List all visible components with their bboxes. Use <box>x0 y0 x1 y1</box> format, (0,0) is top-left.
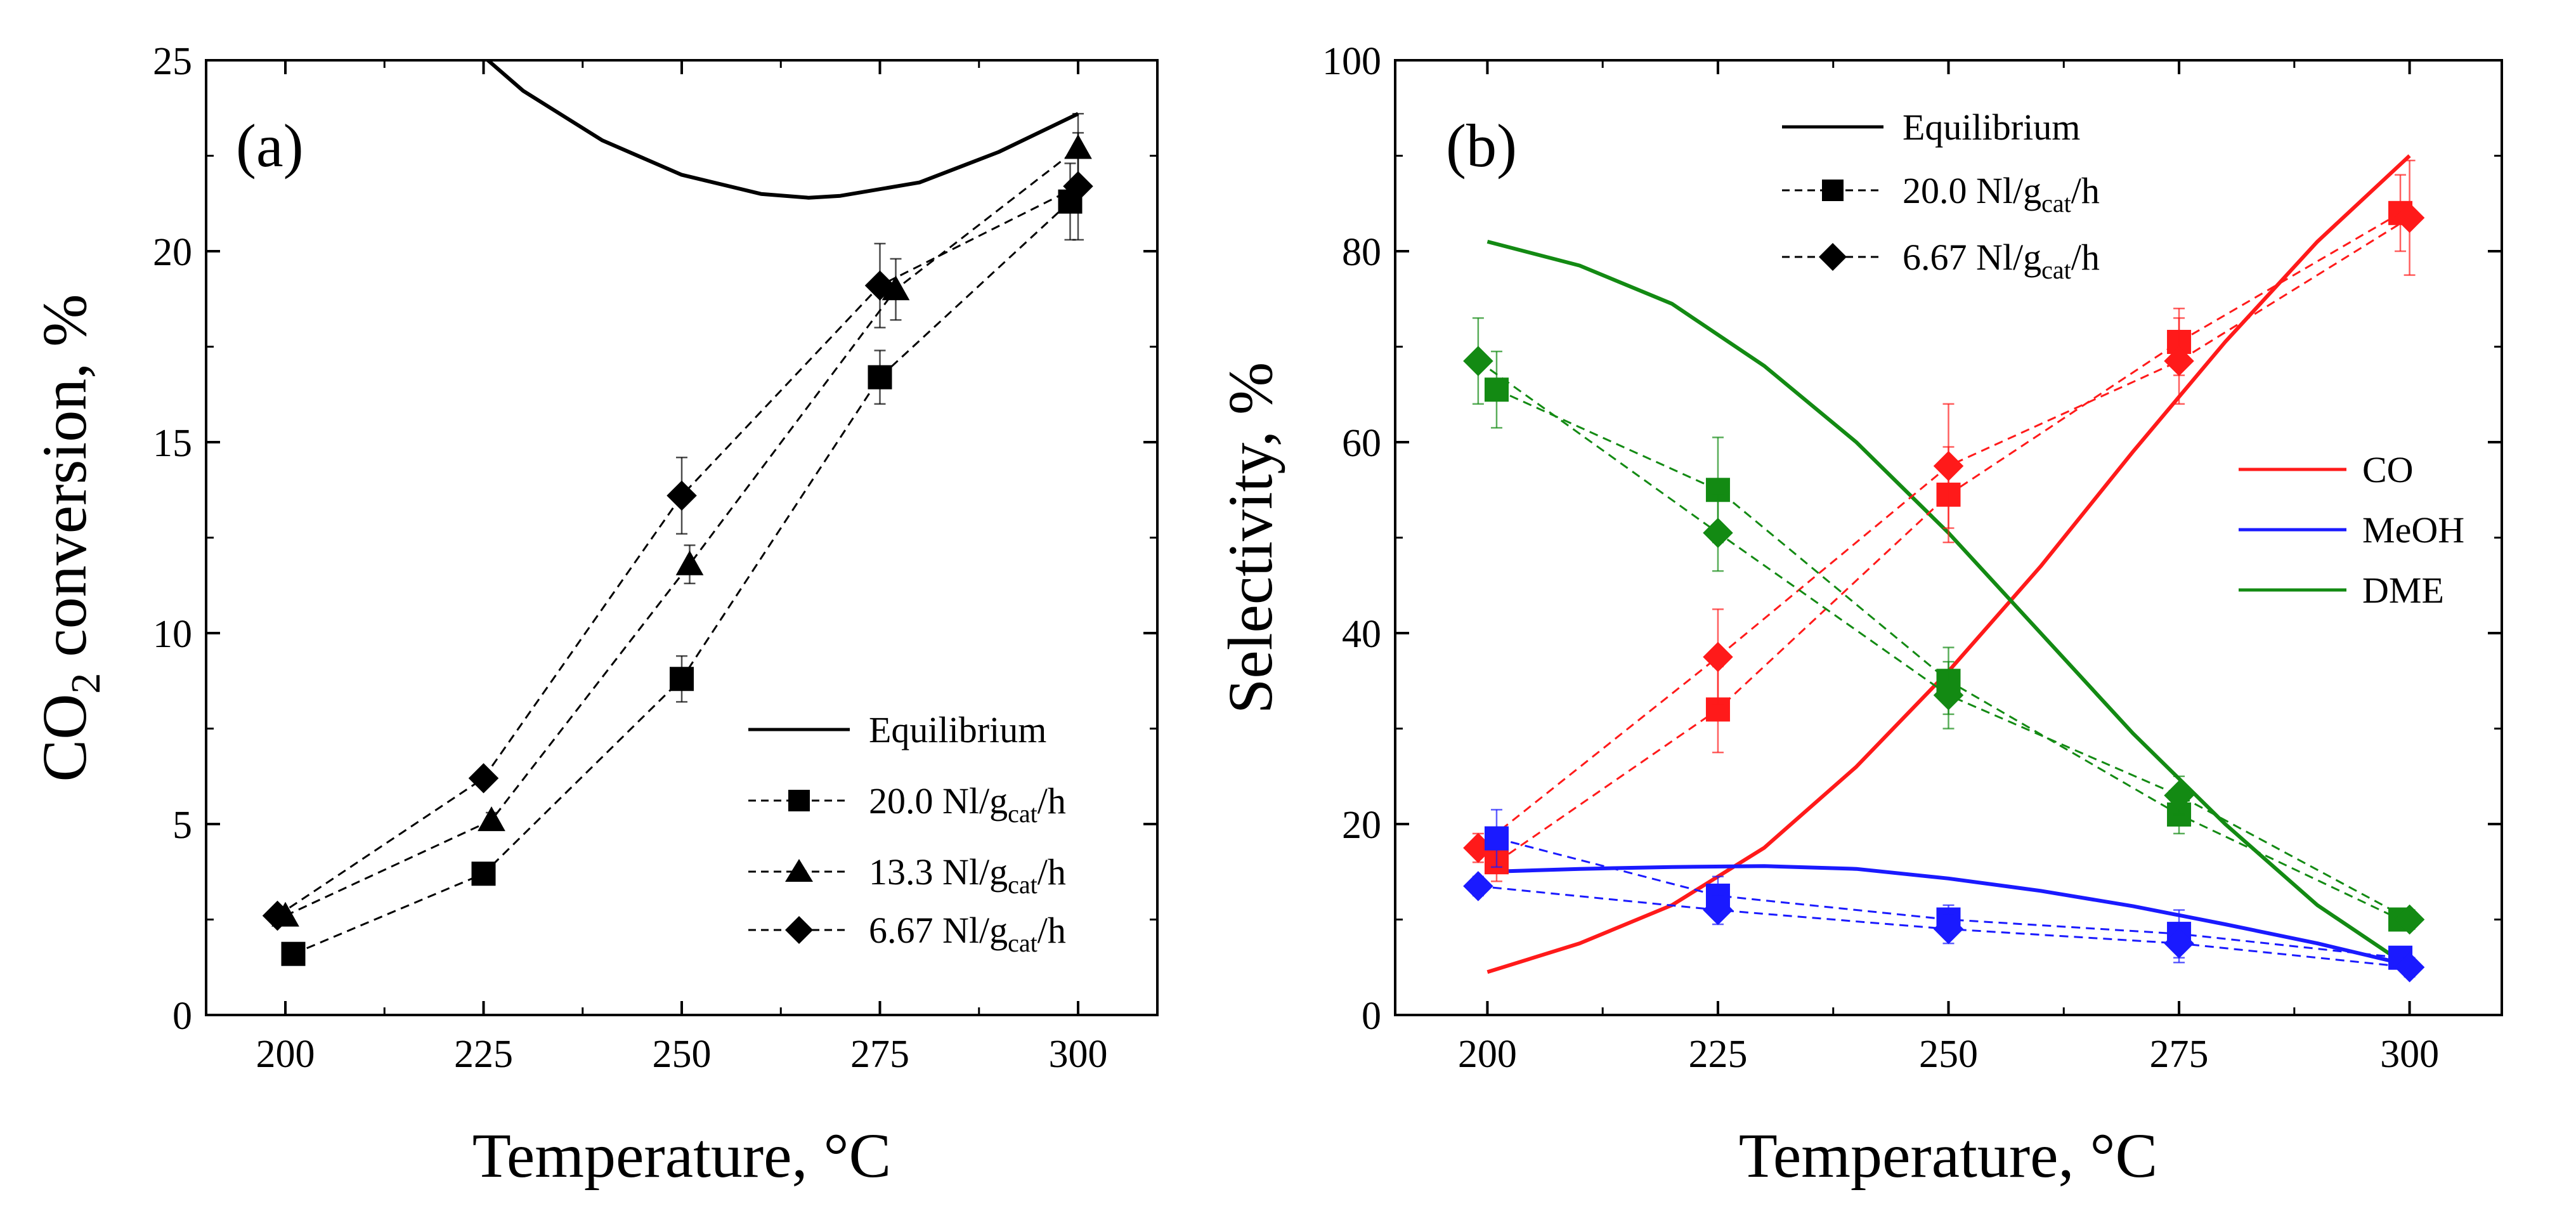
legend-b-dme-label: DME <box>2362 570 2444 611</box>
panel-b-plot <box>1463 154 2425 983</box>
legend-a-square-marker <box>788 790 810 811</box>
panel-b-data-point-diamond <box>1463 871 1493 901</box>
panel-a-data-point-square <box>670 667 694 691</box>
panel-b-ytick-label: 80 <box>1342 231 1381 274</box>
panel-a-data-point-square <box>868 365 892 390</box>
panel-b-data-point-square <box>1484 377 1509 402</box>
panel-a-plot <box>262 60 1093 966</box>
panel-a-data-point-triangle <box>478 806 505 832</box>
panel-b-legend-top: Equilibrium 20.0 Nl/gcat/h 6.67 Nl/gcat/… <box>1782 107 2100 284</box>
panel-b-data-point-diamond <box>2394 202 2425 233</box>
panel-a-xlabel: Temperature, °C <box>472 1120 892 1191</box>
panel-a-data-point-diamond <box>262 900 293 931</box>
panel-a-label: (a) <box>236 112 304 180</box>
panel-a-data-point-square <box>471 861 496 886</box>
panel-b-data-point-diamond <box>1933 450 1964 481</box>
panel-a: 200 225 250 275 300 0 5 10 15 20 25 (a) CO2 conver… <box>29 40 1159 1191</box>
panel-b-series-group <box>1463 154 2425 983</box>
panel-b-xtick-label: 225 <box>1688 1033 1747 1076</box>
panel-a-dashed-line <box>285 147 1079 917</box>
panel-b-ytick-label: 40 <box>1342 613 1381 656</box>
panel-b-ylabel: Selectivity, % <box>1215 362 1285 714</box>
legend-b-20-label: 20.0 Nl/gcat/h <box>1903 170 2100 218</box>
panel-a-ytick-label: 20 <box>153 231 192 274</box>
panel-a-ytick-label: 0 <box>172 995 192 1038</box>
panel-b-ytick-label: 0 <box>1362 995 1381 1038</box>
panel-a-dashed-line <box>276 185 1079 917</box>
panel-b-ytick-label: 20 <box>1342 804 1381 847</box>
panel-a-series-group <box>262 60 1093 966</box>
panel-a-data-point-diamond <box>667 480 697 511</box>
panel-a-xtick-label: 250 <box>653 1033 712 1076</box>
panel-b-xtick-label: 300 <box>2380 1033 2439 1076</box>
panel-b-data-point-diamond <box>1933 914 1964 945</box>
panel-b-data-point-diamond <box>2164 780 2194 811</box>
legend-a-20-label: 20.0 Nl/gcat/h <box>869 780 1066 828</box>
panel-a-data-point-square <box>281 941 306 966</box>
panel-b-data-point-square <box>1484 826 1509 851</box>
panel-b-ytick-label: 60 <box>1342 422 1381 465</box>
legend-a-triangle-marker <box>785 859 813 882</box>
legend-b-square-marker <box>1822 180 1844 201</box>
panel-a-ytick-label: 25 <box>153 40 192 83</box>
panel-a-data-point-triangle <box>675 550 704 575</box>
panel-a-xtick-label: 275 <box>850 1033 909 1076</box>
panel-a-xtick-label: 200 <box>256 1033 315 1076</box>
legend-b-meoh-label: MeOH <box>2362 509 2464 551</box>
panel-b-data-point-diamond <box>2394 904 2425 935</box>
legend-b-equilibrium-label: Equilibrium <box>1903 107 2080 148</box>
panel-a-xtick-label: 300 <box>1049 1033 1108 1076</box>
panel-a-ticks: 200 225 250 275 300 0 5 10 15 20 25 <box>153 40 1157 1076</box>
panel-b-xtick-label: 200 <box>1458 1033 1517 1076</box>
panel-b-legend-species: CO MeOH DME <box>2239 449 2464 611</box>
panel-b-data-point-diamond <box>1463 346 1493 376</box>
panel-b-ytick-label: 100 <box>1322 40 1381 83</box>
panel-a-data-point-diamond <box>1063 171 1093 202</box>
panel-a-ytick-label: 10 <box>153 613 192 656</box>
legend-b-diamond-marker <box>1819 243 1847 271</box>
legend-a-equilibrium-label: Equilibrium <box>869 709 1046 750</box>
panel-a-ytick-label: 15 <box>153 422 192 465</box>
panel-b-data-point-diamond <box>2164 346 2194 376</box>
panel-b: 200 225 250 275 300 0 20 40 60 80 100 (b) Selectiv… <box>1215 40 2503 1191</box>
panel-a-legend: Equilibrium 20.0 Nl/gcat/h 13.3 Nl/gcat/… <box>748 709 1066 957</box>
panel-b-label: (b) <box>1446 112 1517 180</box>
legend-a-13-label: 13.3 Nl/gcat/h <box>869 851 1066 899</box>
panel-a-ylabel: CO2 conversion, % <box>29 294 109 782</box>
panel-b-data-point-diamond <box>1703 894 1733 926</box>
legend-b-co-label: CO <box>2362 449 2414 490</box>
panel-b-data-point-diamond <box>1703 641 1733 672</box>
panel-b-ticks: 200 225 250 275 300 0 20 40 60 80 100 <box>1322 40 2502 1076</box>
panel-b-data-point-diamond <box>1933 680 1964 710</box>
panel-a-equilibrium-curve <box>485 60 1079 200</box>
legend-a-diamond-marker <box>785 916 813 944</box>
panel-b-data-point-diamond <box>2394 952 2425 983</box>
panel-b-xlabel: Temperature, °C <box>1739 1120 2158 1191</box>
legend-b-667-label: 6.67 Nl/gcat/h <box>1903 237 2100 284</box>
panel-a-data-point-triangle <box>881 275 910 301</box>
legend-a-667-label: 6.67 Nl/gcat/h <box>869 910 1066 957</box>
panel-a-xtick-label: 225 <box>454 1033 513 1076</box>
panel-a-data-point-diamond <box>864 270 895 301</box>
panel-b-data-point-diamond <box>2164 928 2194 959</box>
panel-a-data-point-diamond <box>468 763 499 794</box>
panel-b-equilibrium-curve <box>1487 864 2410 967</box>
panel-b-xtick-label: 250 <box>1919 1033 1978 1076</box>
panel-b-data-point-diamond <box>1703 518 1733 548</box>
panel-a-ytick-label: 5 <box>172 804 192 847</box>
panel-b-xtick-label: 275 <box>2150 1033 2209 1076</box>
